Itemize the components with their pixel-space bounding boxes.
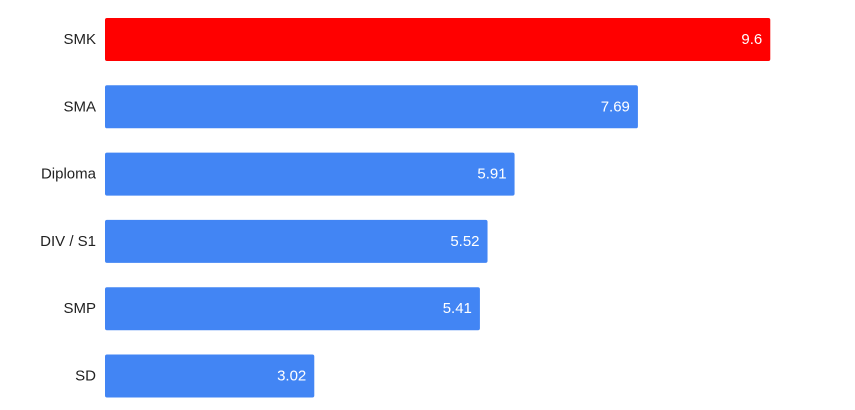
category-label-div-s1: DIV / S1 [40,233,96,250]
bar-smk [105,18,771,61]
labels-layer: SMK 9.6 SMA 7.69 Diploma 5.91 DIV / S1 5.52 SMP 5… [40,31,762,385]
value-label-sd: 3.02 [277,368,306,385]
bar-sma [105,85,638,129]
bar-div-s1 [105,219,488,263]
category-label-smk: SMK [63,31,96,48]
value-label-diploma: 5.91 [477,166,506,183]
bars-layer [105,18,771,398]
bar-smp [105,287,480,331]
category-label-sd: SD [75,368,96,385]
value-label-smk: 9.6 [741,31,762,48]
category-label-smp: SMP [63,300,96,317]
category-label-sma: SMA [63,98,96,115]
bar-diploma [105,152,515,196]
category-label-diploma: Diploma [41,166,97,183]
bar-sd [105,354,315,398]
value-label-smp: 5.41 [443,300,472,317]
value-label-sma: 7.69 [601,98,630,115]
value-label-div-s1: 5.52 [450,233,479,250]
